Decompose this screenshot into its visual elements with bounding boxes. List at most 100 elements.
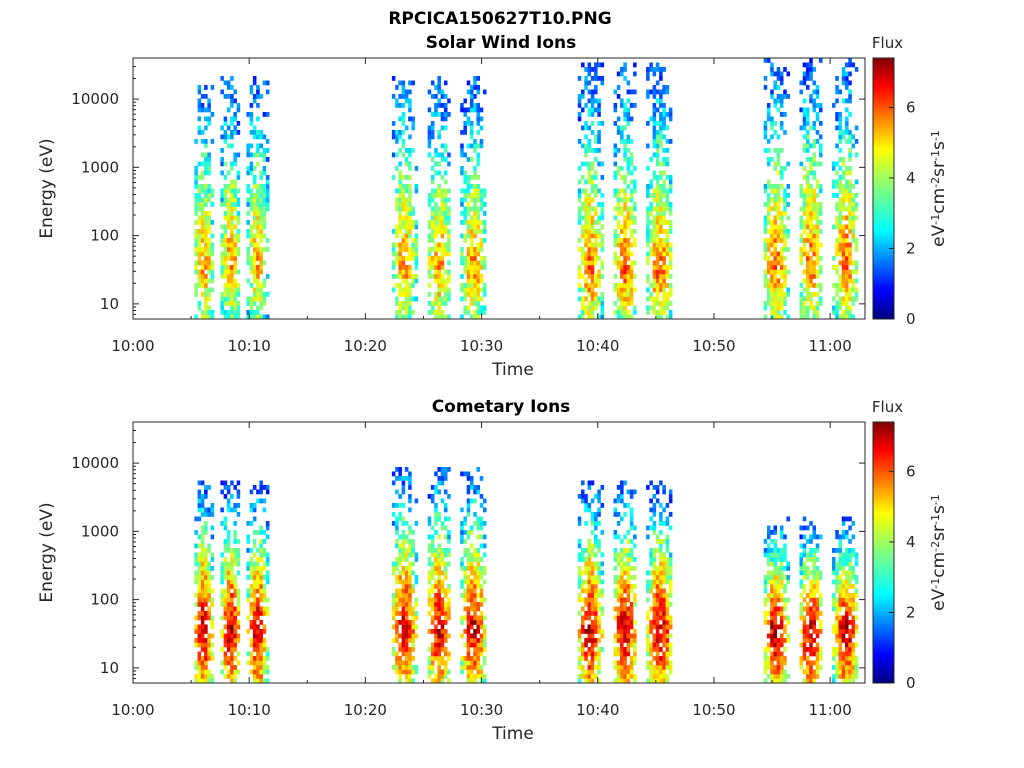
flux-cell	[249, 116, 254, 122]
flux-cell	[447, 530, 451, 535]
flux-cell	[246, 184, 250, 189]
flux-cell	[460, 314, 464, 320]
flux-cell	[763, 269, 768, 275]
flux-cell	[252, 570, 257, 576]
flux-cell	[207, 184, 211, 189]
flux-cell	[659, 512, 663, 517]
flux-cell	[770, 310, 774, 315]
flux-cell	[776, 624, 781, 630]
flux-cell	[246, 256, 250, 261]
flux-cell	[220, 507, 224, 513]
flux-cell	[440, 521, 445, 526]
flux-cell	[766, 184, 771, 189]
flux-cell	[207, 278, 211, 284]
flux-cell	[226, 629, 231, 634]
flux-cell	[427, 139, 432, 144]
flux-cell	[577, 76, 582, 81]
flux-cell	[226, 94, 231, 99]
flux-cell	[463, 121, 467, 126]
flux-cell	[437, 242, 441, 248]
flux-cell	[479, 220, 484, 225]
flux-cell	[662, 112, 666, 117]
flux-cell	[252, 278, 257, 284]
flux-cell	[835, 206, 839, 212]
flux-cell	[443, 283, 448, 288]
flux-cell	[662, 561, 666, 567]
flux-cell	[414, 224, 419, 230]
flux-cell	[262, 233, 267, 239]
flux-cell	[249, 143, 254, 149]
flux-cell	[223, 229, 228, 234]
flux-cell	[463, 107, 467, 113]
flux-cell	[194, 678, 198, 684]
flux-cell	[220, 301, 224, 306]
flux-cell	[259, 269, 263, 275]
flux-cell	[256, 566, 260, 571]
flux-cell	[473, 220, 477, 225]
flux-cell	[770, 94, 774, 99]
flux-cell	[652, 287, 657, 293]
flux-cell	[809, 67, 813, 72]
flux-cell	[763, 220, 768, 225]
flux-cell	[427, 516, 432, 522]
flux-cell	[616, 534, 621, 540]
flux-cell	[600, 530, 605, 535]
flux-cell	[223, 202, 228, 207]
flux-cell	[233, 305, 237, 311]
flux-cell	[770, 67, 774, 72]
flux-cell	[259, 665, 263, 670]
flux-cell	[476, 215, 481, 221]
flux-cell	[440, 103, 445, 108]
flux-cell	[779, 98, 784, 104]
flux-cell	[404, 292, 409, 297]
flux-cell	[587, 503, 592, 508]
flux-cell	[783, 584, 787, 589]
flux-cell	[783, 112, 787, 117]
flux-cell	[665, 503, 670, 508]
flux-cell	[223, 656, 228, 661]
flux-cell	[629, 296, 634, 302]
flux-cell	[207, 98, 211, 104]
flux-cell	[473, 166, 477, 171]
flux-cell	[838, 305, 843, 311]
flux-cell	[466, 669, 471, 675]
flux-cell	[832, 305, 836, 311]
flux-cell	[832, 283, 836, 288]
flux-cell	[770, 265, 774, 270]
flux-cell	[668, 615, 673, 621]
flux-cell	[226, 593, 231, 598]
flux-cell	[773, 296, 777, 302]
flux-cell	[479, 143, 484, 149]
flux-cell	[401, 620, 406, 625]
flux-cell	[252, 211, 257, 216]
flux-cell	[469, 656, 474, 661]
flux-cell	[776, 588, 781, 594]
flux-cell	[600, 215, 605, 221]
flux-cell	[662, 292, 666, 297]
flux-cell	[812, 269, 817, 275]
flux-cell	[770, 624, 774, 630]
flux-cell	[414, 278, 419, 284]
flux-cell	[805, 206, 810, 212]
flux-cell	[466, 588, 471, 594]
flux-cell	[479, 260, 484, 266]
flux-cell	[204, 647, 208, 652]
flux-cell	[776, 310, 781, 315]
flux-cell	[440, 206, 445, 212]
flux-cell	[226, 570, 231, 576]
flux-cell	[809, 674, 813, 679]
flux-cell	[594, 525, 598, 531]
flux-cell	[265, 561, 270, 567]
flux-cell	[197, 251, 202, 257]
flux-cell	[665, 620, 670, 625]
flux-cell	[584, 296, 588, 302]
flux-cell	[482, 521, 487, 526]
flux-cell	[265, 557, 270, 562]
flux-cell	[584, 134, 588, 140]
flux-cell	[613, 633, 618, 639]
flux-cell	[443, 467, 448, 472]
flux-cell	[391, 602, 396, 607]
flux-cell	[401, 552, 406, 558]
flux-cell	[226, 507, 231, 513]
flux-cell	[440, 301, 445, 306]
